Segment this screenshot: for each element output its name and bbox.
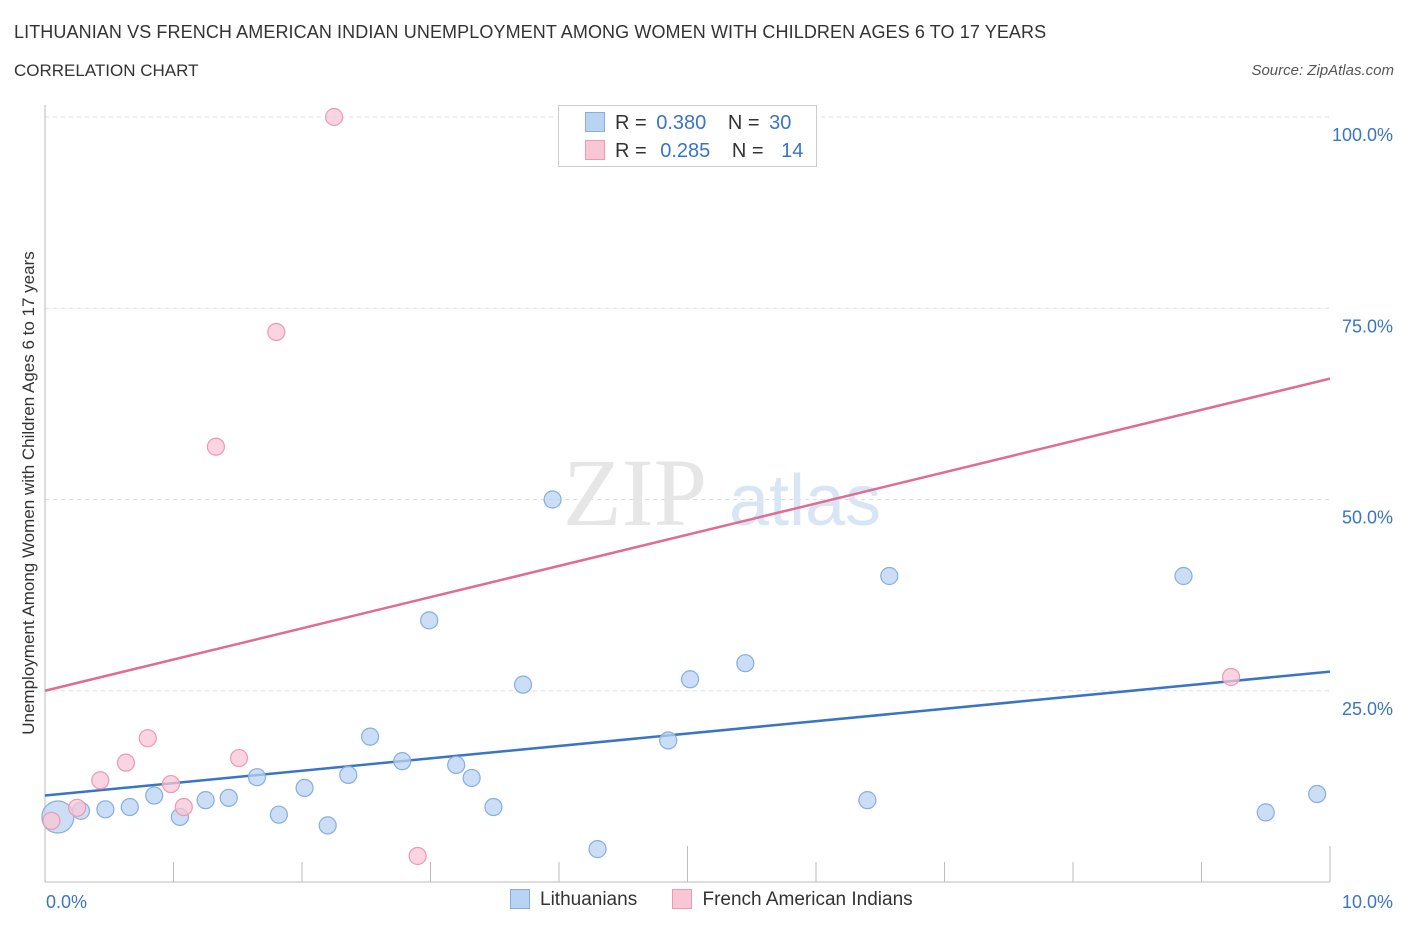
axes	[44, 105, 1331, 883]
r-label: R =	[615, 140, 647, 162]
data-point-lithuanians	[219, 788, 238, 807]
legend-label: Lithuanians	[540, 889, 638, 910]
y-tick-label: 75.0%	[1342, 316, 1393, 336]
legend-item-french-american-indians: French American Indians	[672, 889, 913, 911]
data-point-lithuanians	[393, 752, 412, 771]
data-points	[41, 107, 1327, 866]
y-tick-label: 100.0%	[1332, 125, 1393, 145]
data-point-french-american-indians	[91, 771, 110, 790]
n-label: N =	[727, 112, 760, 134]
lithuanian-swatch	[585, 112, 605, 132]
data-point-lithuanians	[447, 755, 466, 775]
tick-labels: 100.0% 75.0% 50.0% 25.0% 0.0% 10.0%	[46, 125, 1393, 912]
y-tick-label: 50.0%	[1342, 508, 1393, 528]
data-point-lithuanians	[339, 765, 358, 785]
data-point-lithuanians	[736, 654, 755, 673]
data-point-lithuanians	[484, 797, 503, 817]
data-point-lithuanians	[1256, 803, 1275, 822]
watermark-atlas: atlas	[729, 461, 881, 541]
n-value: 14	[781, 140, 804, 162]
r-value: 0.285	[660, 140, 711, 162]
data-point-lithuanians	[269, 805, 288, 824]
data-point-lithuanians	[1308, 784, 1327, 804]
data-point-lithuanians	[318, 816, 337, 835]
n-value: 30	[769, 112, 792, 134]
watermark-zip: ZIP	[563, 439, 707, 546]
data-point-french-american-indians	[116, 753, 136, 772]
data-point-french-american-indians	[68, 798, 87, 817]
lithuanian-swatch	[510, 889, 530, 909]
series-legend: Lithuanians French American Indians	[510, 889, 943, 911]
data-point-french-american-indians	[161, 774, 181, 794]
legend-row-french-american-indians: R = 0.285 N = 14	[585, 140, 803, 164]
data-point-french-american-indians	[229, 748, 249, 768]
data-point-lithuanians	[145, 786, 164, 805]
data-point-lithuanians	[513, 675, 533, 694]
data-point-french-american-indians	[42, 811, 61, 830]
data-point-french-american-indians	[138, 729, 157, 748]
data-point-lithuanians	[680, 670, 700, 689]
grid-lines	[45, 116, 1330, 692]
data-point-lithuanians	[588, 840, 607, 859]
data-point-lithuanians	[880, 566, 899, 586]
data-point-lithuanians	[659, 731, 678, 750]
data-point-lithuanians	[295, 778, 314, 798]
data-point-lithuanians	[120, 797, 139, 817]
data-point-lithuanians	[858, 791, 877, 810]
data-point-french-american-indians	[1221, 667, 1241, 687]
data-point-lithuanians	[96, 800, 115, 819]
data-point-french-american-indians	[267, 322, 286, 342]
legend-row-lithuanians: R = 0.380 N = 30	[585, 112, 791, 136]
trend-line-lithuanians	[44, 670, 1331, 797]
source-label: Source: ZipAtlas.com	[1251, 62, 1394, 79]
data-point-lithuanians	[1174, 566, 1193, 586]
legend-label: French American Indians	[702, 889, 913, 910]
data-point-lithuanians	[543, 490, 562, 509]
y-axis-label: Unemployment Among Women with Children A…	[19, 251, 38, 735]
data-point-lithuanians	[420, 611, 439, 630]
trend-line-french-american-indians	[44, 377, 1331, 692]
data-point-lithuanians	[196, 791, 215, 810]
legend-item-lithuanians: Lithuanians	[510, 889, 637, 911]
french-swatch	[672, 889, 693, 909]
data-point-french-american-indians	[408, 846, 427, 866]
data-point-french-american-indians	[325, 107, 344, 127]
data-point-lithuanians	[462, 768, 481, 788]
x-tick-label: 10.0%	[1342, 892, 1393, 912]
n-label: N =	[731, 140, 764, 162]
data-point-french-american-indians	[174, 797, 193, 817]
data-point-lithuanians	[247, 768, 267, 787]
french-swatch	[585, 140, 605, 160]
stats-legend: R = 0.380 N = 30 R = 0.285 N = 14	[558, 105, 817, 167]
r-value: 0.380	[656, 112, 707, 134]
y-tick-label: 25.0%	[1342, 699, 1393, 719]
data-point-lithuanians	[361, 727, 380, 746]
x-tick-label: 0.0%	[46, 892, 87, 912]
chart-subtitle: CORRELATION CHART	[14, 61, 199, 80]
r-label: R =	[615, 112, 647, 134]
chart-title: LITHUANIAN VS FRENCH AMERICAN INDIAN UNE…	[14, 22, 1047, 42]
data-point-french-american-indians	[206, 437, 226, 456]
